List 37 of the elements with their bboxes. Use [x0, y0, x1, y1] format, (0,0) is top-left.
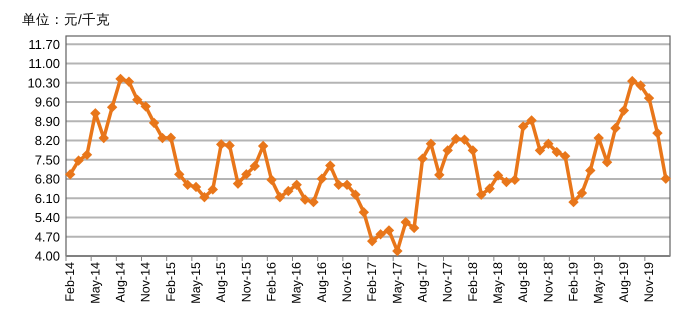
- x-tick-label: Aug-18: [516, 262, 530, 302]
- x-tick-label: Feb-16: [264, 262, 279, 302]
- x-tick-label: Nov-17: [440, 262, 455, 302]
- y-tick-label: 8.20: [34, 133, 60, 148]
- y-tick-label: 4.00: [34, 248, 60, 264]
- x-tick-label: Aug-16: [314, 262, 329, 302]
- x-tick-label: Nov-15: [239, 262, 254, 302]
- x-tick-label: Feb-18: [466, 262, 480, 302]
- y-tick-label: 9.60: [34, 94, 60, 110]
- x-tick-label: Feb-17: [365, 262, 380, 302]
- x-tick-label: Feb-15: [164, 262, 178, 302]
- x-tick-label: Aug-17: [416, 262, 430, 302]
- x-tick-label: Nov-14: [138, 262, 153, 302]
- x-tick-label: May-16: [290, 262, 304, 304]
- y-tick-label: 11.70: [28, 36, 60, 52]
- y-axis-title: 单位：元/千克: [22, 12, 110, 27]
- y-tick-label: 11.00: [28, 56, 60, 71]
- x-tick-label: Aug-19: [616, 262, 631, 302]
- x-tick-label: Feb-19: [566, 262, 581, 302]
- x-tick-label: Aug-15: [214, 262, 228, 302]
- y-tick-label: 7.50: [34, 152, 60, 168]
- x-tick-label: May-19: [592, 262, 606, 304]
- x-tick-label: May-18: [491, 262, 506, 304]
- x-tick-label: Aug-14: [114, 262, 128, 302]
- x-tick-label: May-14: [88, 262, 102, 304]
- x-tick-label: Nov-18: [541, 262, 556, 302]
- x-tick-label: May-17: [390, 262, 404, 304]
- y-tick-label: 6.80: [34, 172, 60, 186]
- x-tick-label: Feb-14: [63, 262, 78, 302]
- y-tick-label: 8.90: [34, 114, 60, 129]
- y-tick-label: 10.30: [27, 75, 60, 90]
- y-tick-label: 5.40: [34, 210, 60, 225]
- y-tick-label: 6.10: [34, 190, 60, 206]
- x-tick-label: May-15: [189, 262, 204, 304]
- x-tick-label: Nov-16: [340, 262, 354, 302]
- y-tick-label: 4.70: [34, 229, 60, 244]
- x-tick-label: Nov-19: [642, 262, 656, 302]
